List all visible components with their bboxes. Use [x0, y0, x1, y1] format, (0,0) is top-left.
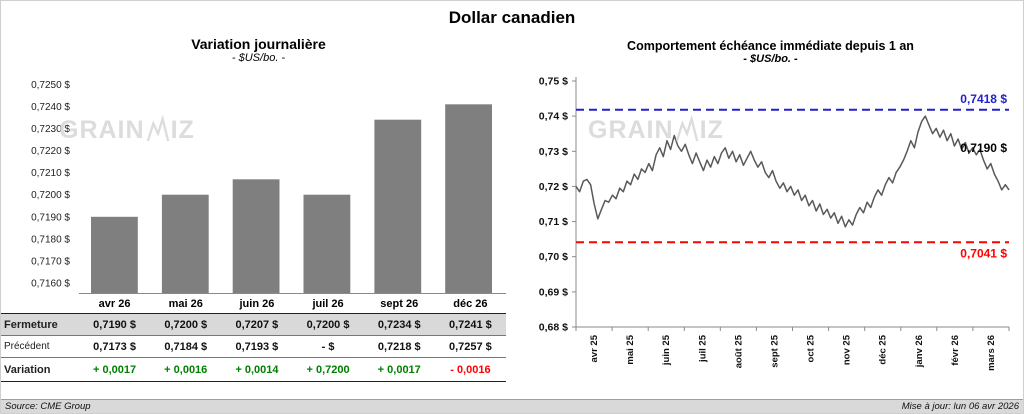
y-axis-tick-label: 0,7190 $: [31, 212, 70, 223]
y-axis-tick-label: 0,7250 $: [31, 80, 70, 91]
table-cell: - 0,0016: [450, 363, 491, 376]
table-cell: 0,7218 $: [377, 340, 421, 353]
table-cell: 0,7184 $: [164, 340, 208, 353]
x-axis-tick-label: nov 25: [842, 334, 853, 365]
table-cell: + 0,0017: [93, 363, 137, 376]
source-label: Source: CME Group: [5, 401, 91, 412]
table-cell: + 0,0014: [235, 363, 279, 376]
month-header: juin 26: [239, 297, 275, 310]
y-axis-tick-label: 0,7230 $: [31, 124, 70, 135]
y-axis-tick-label: 0,69 $: [539, 286, 568, 298]
table-header-row: avr 26 mai 26 juin 26 juil 26 sept 26 déc 26: [1, 294, 506, 314]
month-header: déc 26: [453, 297, 488, 310]
bar: [374, 119, 422, 294]
x-axis-tick-label: juin 25: [661, 334, 672, 366]
y-axis-tick-label: 0,73 $: [539, 146, 568, 158]
table-cell: 0,7200 $: [164, 318, 208, 331]
table-cell: + 0,0017: [377, 363, 421, 376]
table-cell: + 0,7200: [306, 363, 350, 376]
y-axis-tick-label: 0,7180 $: [31, 234, 70, 245]
y-axis-tick-label: 0,7200 $: [31, 190, 70, 201]
y-axis-tick-label: 0,7210 $: [31, 168, 70, 179]
y-axis-tick-label: 0,7220 $: [31, 146, 70, 157]
footer: Source: CME Group Mise à jour: lun 06 av…: [1, 399, 1023, 413]
table-cell: 0,7193 $: [235, 340, 279, 353]
x-axis-tick-label: avr 25: [589, 334, 600, 362]
table-row: Précédent 0,7173 $ 0,7184 $ 0,7193 $ - $ 0,72…: [1, 336, 506, 358]
month-header: avr 26: [98, 297, 131, 310]
x-axis-tick-label: mars 26: [986, 335, 997, 371]
row-label: Variation: [4, 363, 51, 376]
x-axis-tick-label: mai 25: [625, 334, 636, 364]
bar-chart-subtitle: - $US/bo. -: [231, 52, 286, 64]
table-cell: - $: [321, 340, 335, 353]
row-label: Fermeture: [4, 318, 58, 331]
bar-chart: 0,7160 $ 0,7170 $ 0,7180 $ 0,7190 $ 0,7200 $…: [31, 80, 506, 294]
table-cell: 0,7234 $: [377, 318, 421, 331]
bar: [303, 194, 351, 294]
table-row: Variation + 0,0017 + 0,0016 + 0,0014 + 0,720…: [1, 358, 506, 382]
table-cell: 0,7241 $: [448, 318, 492, 331]
annotation-label: 0,7418 $: [960, 92, 1007, 106]
table-cell: 0,7257 $: [448, 340, 492, 353]
table-row: Fermeture 0,7190 $ 0,7200 $ 0,7207 $ 0,7200 …: [1, 314, 506, 336]
y-axis-tick-label: 0,7170 $: [31, 256, 70, 267]
bar-chart-title: Variation journalière: [191, 36, 326, 52]
bar: [91, 216, 138, 294]
y-axis-tick-label: 0,68 $: [539, 322, 568, 334]
table-cell: 0,7200 $: [306, 318, 350, 331]
annotation-label: 0,7041 $: [960, 246, 1007, 260]
month-header: mai 26: [168, 297, 203, 310]
table-cell: + 0,0016: [164, 363, 208, 376]
daily-variation-panel: Variation journalière - $US/bo. - GRAIN …: [1, 31, 516, 399]
x-axis-tick-label: oct 25: [806, 334, 817, 362]
bar: [445, 104, 492, 294]
y-axis-tick-label: 0,7240 $: [31, 102, 70, 113]
line-chart-title: Comportement échéance immédiate depuis 1…: [627, 39, 914, 53]
y-axis-tick-label: 0,71 $: [539, 216, 568, 228]
y-axis-tick-label: 0,75 $: [539, 76, 568, 88]
table-cell: 0,7173 $: [93, 340, 136, 353]
x-axis-tick-label: août 25: [733, 334, 744, 368]
x-axis-tick-label: déc 25: [878, 334, 889, 364]
table-cell: 0,7207 $: [235, 318, 279, 331]
month-header: juil 26: [312, 297, 344, 310]
price-line: [575, 115, 1010, 228]
y-axis-tick-label: 0,70 $: [539, 251, 568, 263]
bar: [161, 194, 209, 294]
y-axis-tick-label: 0,74 $: [539, 111, 568, 123]
updated-label: Mise à jour: lun 06 avr 2026: [901, 401, 1019, 412]
y-axis-tick-label: 0,7160 $: [31, 279, 70, 290]
line-chart: 0,68 $ 0,69 $ 0,70 $ 0,71 $ 0,72 $ 0,73 $ 0,74…: [539, 76, 1010, 371]
table-cell: 0,7190 $: [93, 318, 136, 331]
page-title: Dollar canadien: [448, 8, 576, 27]
row-label: Précédent: [4, 341, 50, 352]
bar: [232, 179, 280, 294]
y-axis-tick-label: 0,72 $: [539, 181, 568, 193]
annotation-label: 0,7190 $: [960, 141, 1007, 155]
x-axis-tick-label: janv 26: [914, 335, 925, 368]
x-axis-tick-label: sept 25: [770, 334, 781, 367]
month-header: sept 26: [380, 297, 419, 310]
line-chart-subtitle: - $US/bo. -: [743, 53, 798, 65]
x-axis-tick-label: févr 26: [950, 335, 961, 366]
x-axis-tick-label: juil 25: [697, 334, 708, 363]
one-year-trend-panel: Comportement échéance immédiate depuis 1…: [516, 31, 1023, 399]
price-table: avr 26 mai 26 juin 26 juil 26 sept 26 déc 26 F…: [1, 294, 506, 382]
